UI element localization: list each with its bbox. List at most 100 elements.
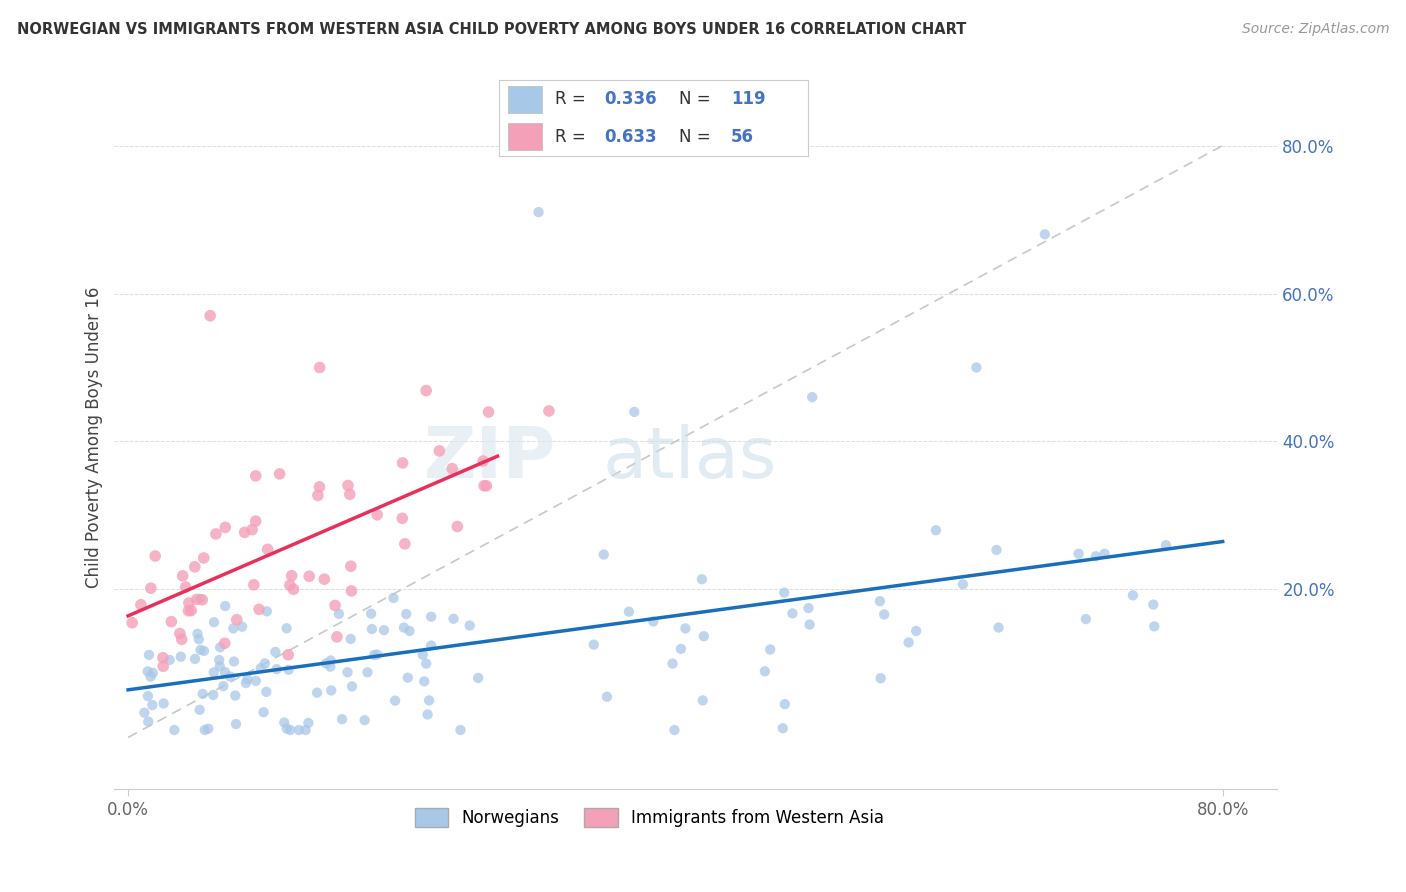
Point [256,542,278,557]
Point [136,714,159,729]
FancyBboxPatch shape [509,123,543,150]
Point [773,697,796,711]
Point [623,405,645,419]
Point [224,689,246,703]
Point [231,620,253,634]
Point [443,612,465,626]
Point [294,723,316,737]
Point [754,665,776,679]
Point [236,672,259,686]
Point [477,405,499,419]
Y-axis label: Child Poverty Among Boys Under 16: Child Poverty Among Boys Under 16 [86,287,103,589]
Point [467,671,489,685]
Point [139,581,162,595]
Point [288,723,311,737]
Point [170,632,193,647]
Point [283,582,305,597]
Point [340,559,363,574]
Point [328,607,350,621]
Point [212,679,235,693]
Point [384,693,406,707]
Text: N =: N = [679,90,716,108]
Point [163,723,186,737]
Point [187,632,209,647]
Point [141,698,163,712]
Point [1094,547,1116,561]
Point [152,650,174,665]
Point [245,514,267,528]
Point [1142,598,1164,612]
Point [773,585,796,599]
Point [225,613,247,627]
Point [336,478,359,492]
Point [152,659,174,673]
Point [446,519,468,533]
Point [617,605,640,619]
Text: atlas: atlas [603,425,778,493]
Point [772,721,794,735]
Point [252,705,274,719]
Point [582,638,605,652]
Point [319,653,342,667]
Point [420,609,443,624]
Point [873,607,896,622]
Point [219,670,242,684]
Point [193,551,215,566]
Point [191,592,214,607]
Point [121,615,143,630]
Point [373,623,395,637]
Point [240,523,263,537]
Point [336,665,359,680]
Point [205,527,228,541]
Point [305,686,328,700]
Point [136,689,159,703]
Point [136,665,159,679]
Point [596,690,619,704]
Point [177,604,200,618]
Point [1067,547,1090,561]
Point [416,707,439,722]
Point [198,309,221,323]
Point [160,615,183,629]
Point [134,706,156,720]
Point [191,687,214,701]
Point [643,615,665,629]
Point [254,685,277,699]
Point [315,657,337,671]
Point [214,599,236,613]
Point [897,635,920,649]
Point [208,659,231,673]
FancyBboxPatch shape [509,87,543,113]
Point [172,569,194,583]
Point [184,652,207,666]
Point [308,360,330,375]
Point [537,404,560,418]
Point [245,673,267,688]
Point [169,626,191,640]
Point [395,607,418,621]
Point [415,384,437,398]
Point [415,657,437,671]
Point [243,578,266,592]
Point [391,456,413,470]
Point [782,607,804,621]
Text: R =: R = [555,128,591,146]
Point [759,642,782,657]
Point [693,629,716,643]
Point [801,390,824,404]
Point [235,676,257,690]
Point [472,479,495,493]
Point [264,645,287,659]
Point [269,467,291,481]
Point [197,722,219,736]
Point [186,627,208,641]
Point [675,621,697,635]
Point [692,693,714,707]
Point [340,583,363,598]
Point [214,665,236,680]
Legend: Norwegians, Immigrants from Western Asia: Norwegians, Immigrants from Western Asia [408,801,890,834]
Point [429,443,451,458]
Point [129,598,152,612]
Point [392,621,415,635]
Point [690,572,713,586]
